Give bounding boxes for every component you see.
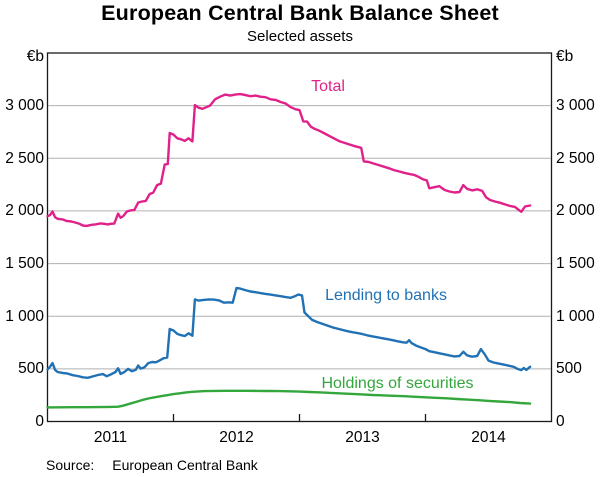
y-tick-label-right-1000: 1 000 — [556, 307, 595, 325]
x-year-label-2012: 2012 — [219, 429, 254, 446]
y-tick-label-right-500: 500 — [556, 360, 582, 378]
y-axis-unit-left: €b — [26, 48, 44, 65]
series-label-total: Total — [311, 78, 345, 95]
y-tick-label-left-3000: 3 000 — [5, 97, 44, 115]
y-tick-label-right-1500: 1 500 — [556, 255, 595, 273]
chart-subtitle: Selected assets — [247, 28, 353, 45]
y-tick-label-right-2000: 2 000 — [556, 202, 595, 220]
series-line-holdings-of-securities — [46, 389, 532, 409]
x-year-label-2014: 2014 — [471, 429, 506, 446]
y-tick-label-right-0: 0 — [556, 413, 565, 430]
y-tick-label-right-2500: 2 500 — [556, 149, 595, 167]
series-line-lending-to-banks — [46, 286, 532, 379]
series-lines — [46, 92, 532, 409]
x-axis-ticks — [172, 414, 427, 421]
y-tick-label-left-1500: 1 500 — [5, 255, 44, 273]
plot-frame — [46, 52, 553, 423]
series-label-lending-to-banks: Lending to banks — [325, 287, 447, 304]
x-year-label-2013: 2013 — [345, 429, 380, 446]
x-year-label-2011: 2011 — [93, 429, 128, 446]
chart-title: European Central Bank Balance Sheet — [101, 1, 499, 25]
source-text: European Central Bank — [112, 457, 258, 473]
source-note: Source: European Central Bank — [46, 457, 258, 473]
source-label: Source: — [46, 457, 95, 473]
y-tick-label-left-500: 500 — [18, 360, 44, 378]
y-tick-label-left-2000: 2 000 — [5, 202, 44, 220]
y-tick-label-left-1000: 1 000 — [5, 307, 44, 325]
y-tick-label-right-3000: 3 000 — [556, 97, 595, 115]
series-label-holdings-of-securities: Holdings of securities — [321, 375, 474, 392]
series-line-total — [46, 92, 532, 228]
y-tick-label-left-2500: 2 500 — [5, 149, 44, 167]
gridlines — [48, 105, 551, 370]
y-tick-label-left-0: 0 — [35, 413, 44, 430]
y-axis-unit-right: €b — [556, 48, 574, 65]
